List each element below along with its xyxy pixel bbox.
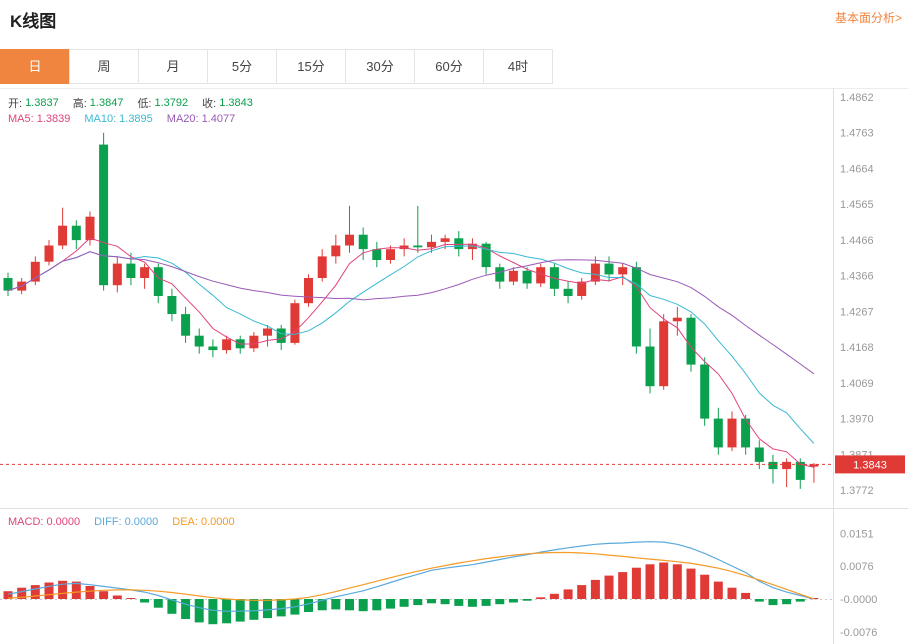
macd-value: 0.0000 (46, 516, 81, 528)
candles-layer (3, 132, 819, 489)
svg-text:1.4466: 1.4466 (840, 235, 874, 247)
dea-value-info: DEA: 0.0000 (172, 516, 234, 528)
tab-week[interactable]: 周 (69, 49, 139, 84)
high-label: 高: (72, 98, 87, 110)
chart-area: 1.4862 1.4763 1.4664 1.4565 1.4466 1.4366 1.42… (0, 88, 908, 644)
dea-value: 0.0000 (200, 516, 235, 528)
page-title: K线图 (10, 12, 57, 31)
svg-text:1.4862: 1.4862 (840, 92, 874, 104)
close-info: 收: 1.3843 (202, 95, 253, 111)
svg-text:1.4069: 1.4069 (840, 378, 874, 390)
chart-frame (0, 88, 908, 644)
low-label: 低: (137, 98, 152, 110)
svg-text:-0.0000: -0.0000 (840, 594, 877, 606)
svg-text:0.0076: 0.0076 (840, 561, 874, 573)
close-label: 收: (202, 98, 217, 110)
tab-60min[interactable]: 60分 (414, 49, 484, 84)
svg-text:1.4664: 1.4664 (840, 163, 874, 175)
ma20-label: MA20: (166, 113, 199, 125)
svg-text:1.3970: 1.3970 (840, 414, 874, 426)
svg-text:1.4168: 1.4168 (840, 342, 874, 354)
svg-text:-0.0076: -0.0076 (840, 627, 877, 639)
ma5-label: MA5: (8, 113, 34, 125)
ma-lines-layer (7, 237, 815, 468)
high-value: 1.3847 (89, 97, 124, 109)
open-value: 1.3837 (25, 97, 59, 109)
price-tag (835, 455, 905, 474)
open-info: 开: 1.3837 (8, 95, 59, 111)
macd-info: MACD: 0.0000 DIFF: 0.0000 DEA: 0.0000 (8, 516, 235, 528)
kline-chart[interactable]: 1.4862 1.4763 1.4664 1.4565 1.4466 1.4366 1.42… (0, 88, 908, 644)
tab-15min[interactable]: 15分 (276, 49, 346, 84)
diff-value: 0.0000 (124, 516, 159, 528)
ma10-label: MA10: (84, 113, 117, 125)
current-price-line: 1.3843 (0, 455, 905, 474)
high-info: 高: 1.3847 (73, 95, 124, 111)
macd-label: MACD: (8, 516, 44, 528)
tab-5min[interactable]: 5分 (207, 49, 277, 84)
period-tabs: 日 周 月 5分 15分 30分 60分 4时 (0, 49, 553, 84)
svg-text:1.4267: 1.4267 (840, 306, 874, 318)
svg-text:1.3772: 1.3772 (840, 485, 874, 497)
svg-text:1.4366: 1.4366 (840, 271, 874, 283)
low-info: 低: 1.3792 (137, 95, 188, 111)
ma10-value: 1.3895 (119, 113, 153, 125)
ma10-info: MA10: 1.3895 (84, 113, 152, 125)
ma20-info: MA20: 1.4077 (167, 113, 235, 125)
ma5-info: MA5: 1.3839 (8, 113, 70, 125)
open-label: 开: (8, 98, 23, 110)
low-value: 1.3792 (154, 97, 189, 109)
tab-month[interactable]: 月 (138, 49, 208, 84)
diff-label: DIFF: (94, 516, 122, 528)
dea-label: DEA: (172, 516, 198, 528)
ohlc-info: 开: 1.3837 高: 1.3847 低: 1.3792 收: 1.3843 (8, 95, 253, 111)
fundamental-analysis-link[interactable]: 基本面分析> (834, 11, 902, 25)
tab-day[interactable]: 日 (0, 49, 70, 84)
svg-text:1.3843: 1.3843 (853, 459, 887, 471)
price-axis: 1.4862 1.4763 1.4664 1.4565 1.4466 1.4366 1.42… (840, 92, 874, 497)
macd-axis: 0.0151 0.0076 -0.0000 -0.0076 (840, 528, 877, 639)
macd-layer (0, 541, 833, 625)
close-value: 1.3843 (219, 97, 253, 109)
svg-text:1.4763: 1.4763 (840, 128, 874, 140)
diff-value-info: DIFF: 0.0000 (94, 516, 158, 528)
macd-value-info: MACD: 0.0000 (8, 516, 80, 528)
ma5-value: 1.3839 (36, 113, 71, 125)
header: K线图 基本面分析> (0, 0, 908, 42)
tab-4hour[interactable]: 4时 (483, 49, 553, 84)
svg-text:1.4565: 1.4565 (840, 199, 874, 211)
ma-info: MA5: 1.3839 MA10: 1.3895 MA20: 1.4077 (8, 113, 235, 125)
tab-30min[interactable]: 30分 (345, 49, 415, 84)
ma20-value: 1.4077 (201, 113, 236, 125)
svg-text:0.0151: 0.0151 (840, 528, 874, 540)
